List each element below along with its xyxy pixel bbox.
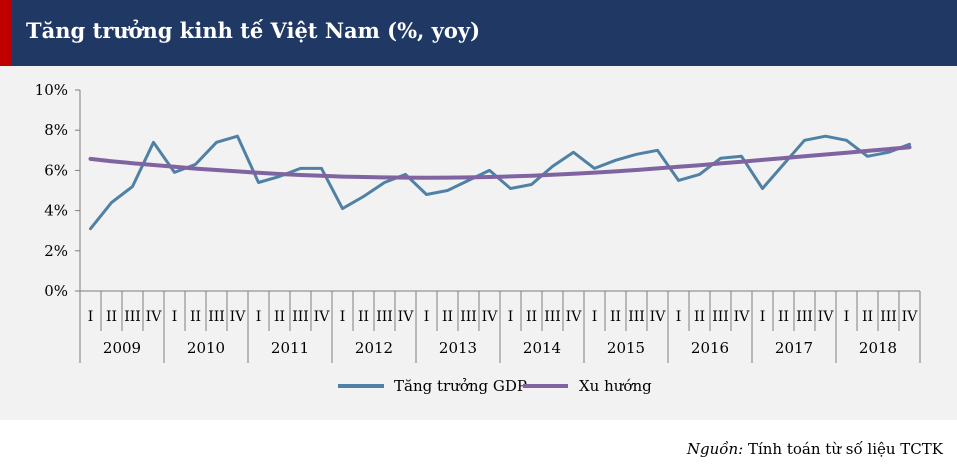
x-quarter-label: III xyxy=(544,309,561,325)
y-tick-label: 8% xyxy=(44,121,68,139)
source-note: Nguồn: Tính toán từ số liệu TCTK xyxy=(687,440,943,458)
header-accent-stripe xyxy=(0,0,12,66)
x-year-label: 2009 xyxy=(103,339,141,357)
chart-title: Tăng trưởng kinh tế Việt Nam (%, yoy) xyxy=(26,18,481,43)
x-quarter-label: I xyxy=(424,309,430,325)
y-tick-label: 2% xyxy=(44,242,68,260)
x-quarter-label: I xyxy=(676,309,682,325)
x-year-label: 2013 xyxy=(439,339,477,357)
x-quarter-label: I xyxy=(88,309,94,325)
header-bar: Tăng trưởng kinh tế Việt Nam (%, yoy) xyxy=(0,0,957,66)
x-quarter-label: III xyxy=(712,309,729,325)
x-quarter-label: IV xyxy=(398,309,415,325)
chart-panel: 0% 2% 4% 6% 8% 10% I II III IV I II III IV I II III IV I II… xyxy=(0,66,957,420)
source-prefix: Nguồn: xyxy=(686,440,744,458)
x-quarter-label: II xyxy=(274,309,285,325)
x-quarter-label: IV xyxy=(482,309,499,325)
gdp-growth-line xyxy=(89,134,911,231)
x-quarter-label: I xyxy=(340,309,346,325)
x-year-label: 2015 xyxy=(607,339,645,357)
trend-line xyxy=(88,145,912,180)
x-year-label: 2010 xyxy=(187,339,225,357)
x-quarter-label: I xyxy=(844,309,850,325)
x-quarter-label: II xyxy=(862,309,873,325)
y-tick-label: 0% xyxy=(44,282,68,300)
x-year-label: 2014 xyxy=(523,339,561,357)
x-quarter-label: II xyxy=(694,309,705,325)
x-quarter-label: IV xyxy=(818,309,835,325)
x-quarter-label: IV xyxy=(650,309,667,325)
x-year-label: 2011 xyxy=(271,339,309,357)
legend-trend-label: Xu hướng xyxy=(579,377,652,395)
x-quarter-label: IV xyxy=(230,309,247,325)
x-quarter-label: II xyxy=(778,309,789,325)
x-quarter-label: I xyxy=(592,309,598,325)
x-quarter-label: III xyxy=(628,309,645,325)
y-tick-label: 10% xyxy=(35,81,68,99)
x-quarter-label: I xyxy=(508,309,514,325)
y-tick-label: 6% xyxy=(44,161,68,179)
x-quarter-label: III xyxy=(124,309,141,325)
x-year-label: 2018 xyxy=(859,339,897,357)
x-quarter-label: II xyxy=(610,309,621,325)
x-quarter-label: II xyxy=(358,309,369,325)
x-quarter-label: II xyxy=(526,309,537,325)
x-quarter-label: I xyxy=(256,309,262,325)
x-quarter-label: IV xyxy=(314,309,331,325)
x-quarter-label: IV xyxy=(734,309,751,325)
x-quarter-label: III xyxy=(376,309,393,325)
x-quarter-label: III xyxy=(796,309,813,325)
source-text: Tính toán từ số liệu TCTK xyxy=(743,440,943,458)
x-quarter-label: I xyxy=(172,309,178,325)
x-quarter-label: III xyxy=(292,309,309,325)
x-quarter-label: III xyxy=(460,309,477,325)
x-year-label: 2016 xyxy=(691,339,729,357)
x-quarter-label: IV xyxy=(566,309,583,325)
x-year-label: 2012 xyxy=(355,339,393,357)
legend-gdp-label: Tăng trưởng GDP xyxy=(394,377,527,395)
x-quarter-label: III xyxy=(880,309,897,325)
x-year-label: 2017 xyxy=(775,339,813,357)
x-quarter-label: IV xyxy=(146,309,163,325)
x-quarter-label: III xyxy=(208,309,225,325)
x-quarter-label: I xyxy=(760,309,766,325)
line-chart: 0%2%4%6%8%10%I II III IV I II III IV I II III IV I II… xyxy=(35,81,921,395)
x-quarter-label: II xyxy=(190,309,201,325)
y-tick-label: 4% xyxy=(44,202,68,220)
x-quarter-label: IV xyxy=(902,309,919,325)
x-quarter-label: II xyxy=(106,309,117,325)
x-quarter-label: II xyxy=(442,309,453,325)
